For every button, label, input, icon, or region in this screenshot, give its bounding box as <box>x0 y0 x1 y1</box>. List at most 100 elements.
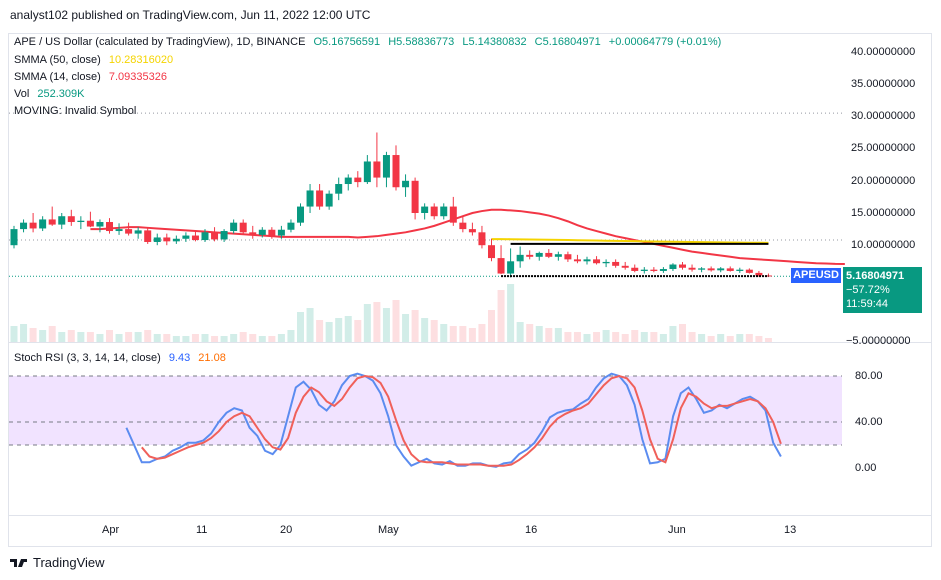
ohlc-low: L5.14380832 <box>462 36 527 48</box>
volume-bar <box>526 324 534 342</box>
candle-body <box>335 184 343 194</box>
volume-bar <box>67 330 75 342</box>
sma14-legend[interactable]: SMMA (14, close) 7.09335326 <box>14 71 167 83</box>
sma50-legend[interactable]: SMMA (50, close) 10.28316020 <box>14 54 173 66</box>
candle-body <box>325 193 333 207</box>
candle-body <box>593 259 601 264</box>
volume-bar <box>153 334 161 342</box>
volume-bar <box>316 320 324 342</box>
candle-body <box>478 232 486 246</box>
candle-body <box>526 254 534 257</box>
time-axis-label: 20 <box>280 524 293 536</box>
volume-bar <box>707 336 715 342</box>
price-axis-label: 20.00000000 <box>851 175 916 187</box>
candle-body <box>86 220 94 227</box>
tradingview-logo-icon <box>10 558 27 567</box>
candle-body <box>631 267 639 271</box>
pane-divider[interactable] <box>9 342 931 343</box>
candle-body <box>430 206 438 217</box>
candle-body <box>125 229 133 234</box>
ohlc-open: O5.16756591 <box>313 36 381 48</box>
volume-bar <box>468 328 476 342</box>
ohlc-close: C5.16804971 <box>534 36 601 48</box>
moving-legend[interactable]: MOVING: Invalid Symbol <box>14 105 136 117</box>
candle-body <box>573 259 581 262</box>
tradingview-footer[interactable]: TradingView <box>10 555 105 570</box>
sma14-label: SMMA (14, close) <box>14 71 101 83</box>
volume-bar <box>650 332 658 342</box>
bar-countdown: 11:59:44 <box>846 298 889 310</box>
volume-bar <box>335 318 343 342</box>
candle-body <box>421 206 429 213</box>
price-change-percent: −57.72% <box>846 284 890 296</box>
candle-body <box>736 269 744 271</box>
brand-name: TradingView <box>33 555 105 570</box>
moving-label: MOVING: Invalid Symbol <box>14 105 137 117</box>
volume-bar <box>325 322 333 342</box>
candle-body <box>402 180 410 188</box>
sma50-value: 10.28316020 <box>108 54 174 66</box>
candle-body <box>564 254 572 260</box>
candle-body <box>77 220 85 223</box>
volume-bar <box>669 326 677 342</box>
candle-body <box>115 229 123 232</box>
candle-body <box>230 222 238 232</box>
candle-body <box>58 216 66 225</box>
volume-bar <box>239 332 247 342</box>
time-axis-label: Jun <box>668 524 686 536</box>
candle-body <box>745 269 753 273</box>
price-axis-label: 30.00000000 <box>851 110 916 122</box>
stoch-rsi-label: Stoch RSI (3, 3, 14, 14, close) <box>14 352 161 364</box>
time-axis-divider <box>9 515 931 516</box>
stoch-band-fill <box>9 376 842 445</box>
candle-body <box>106 222 113 232</box>
volume-bar <box>230 334 238 342</box>
candle-body <box>48 219 56 225</box>
price-axis-label: 15.00000000 <box>851 207 916 219</box>
volume-legend[interactable]: Vol 252.309K <box>14 88 84 100</box>
candle-body <box>497 258 505 274</box>
candle-body <box>583 259 591 262</box>
volume-bar <box>421 318 429 342</box>
candle-body <box>220 231 228 240</box>
volume-bar <box>182 336 190 342</box>
candle-body <box>29 222 37 229</box>
chart-frame <box>8 33 932 547</box>
volume-bar <box>459 326 467 342</box>
candle-body <box>172 238 180 242</box>
volume-bar <box>612 332 620 342</box>
symbol-title[interactable]: APE / US Dollar (calculated by TradingVi… <box>14 36 306 48</box>
time-axis-label: Apr <box>102 524 120 536</box>
stoch-d-value: 21.08 <box>198 352 226 364</box>
candle-body <box>669 264 677 270</box>
candle-body <box>516 254 524 262</box>
candle-body <box>449 206 457 223</box>
volume-bar <box>249 334 257 342</box>
volume-bar <box>449 326 457 342</box>
candle-body <box>134 230 142 234</box>
stoch-axis-label: 0.00 <box>855 462 877 474</box>
candle-body <box>640 269 648 271</box>
volume-bar <box>86 332 94 342</box>
symbol-price-label: APEUSD <box>791 268 841 283</box>
volume-bar <box>258 336 266 342</box>
candle-body <box>726 268 734 271</box>
volume-bar <box>593 332 601 342</box>
stoch-rsi-legend[interactable]: Stoch RSI (3, 3, 14, 14, close) 9.43 21.… <box>14 352 226 364</box>
volume-label: Vol <box>14 88 30 100</box>
volume-bar <box>96 334 104 342</box>
volume-bar <box>402 314 410 342</box>
price-axis-label: 35.00000000 <box>851 78 916 90</box>
candle-body <box>688 267 696 270</box>
volume-bar <box>602 330 610 342</box>
volume-bar <box>29 328 37 342</box>
volume-bar <box>440 324 448 342</box>
candle-body <box>39 219 47 229</box>
volume-bar <box>297 312 304 342</box>
candle-body <box>440 206 448 217</box>
publisher-line: analyst102 published on TradingView.com,… <box>10 8 371 22</box>
candle-body <box>211 232 219 240</box>
candle-body <box>144 230 152 242</box>
candle-body <box>459 222 467 230</box>
